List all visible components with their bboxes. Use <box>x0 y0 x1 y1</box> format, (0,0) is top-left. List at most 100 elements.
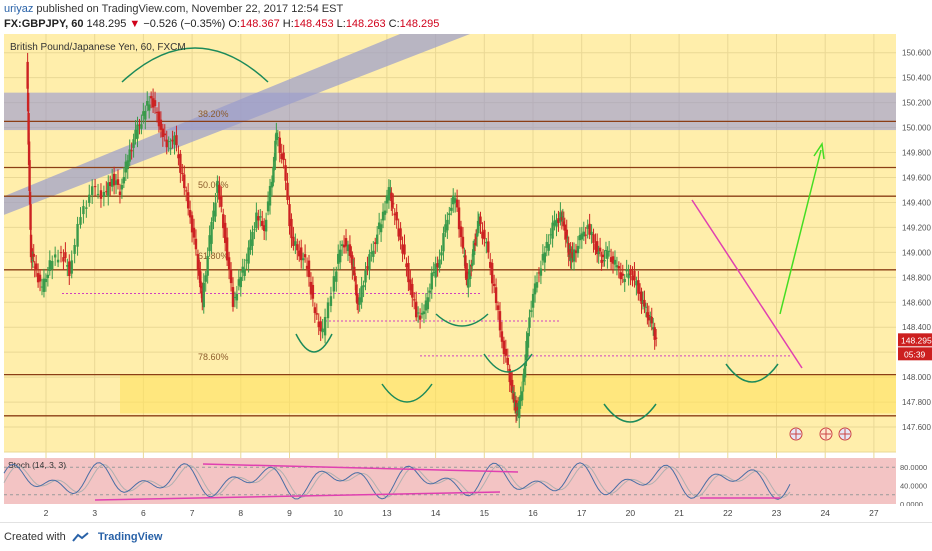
candle-body <box>571 252 574 258</box>
candle-body <box>112 173 116 186</box>
candle-body <box>62 257 65 262</box>
candle-body <box>444 224 447 233</box>
candle-body <box>483 229 486 240</box>
candle-body <box>607 250 611 252</box>
candle-body <box>338 249 342 263</box>
low-label: L: <box>336 18 346 30</box>
candle-body <box>629 269 632 276</box>
bottom-arc <box>381 383 433 403</box>
price-change: −0.526 (−0.35%) <box>143 18 226 30</box>
time-tick-label: 20 <box>626 508 636 518</box>
author-link[interactable]: uriyaz <box>4 3 34 15</box>
price-tick-label: 150.200 <box>902 99 931 108</box>
candle-body <box>225 237 229 261</box>
chart-canvas[interactable]: 38.20% 50.00% 61.80% 78.60% British Pound/J… <box>0 34 932 518</box>
candle-body <box>329 296 333 306</box>
price-tick-label: 149.800 <box>902 149 931 158</box>
candle-body <box>109 182 112 187</box>
candle-body <box>201 291 204 303</box>
stoch-background <box>4 458 896 504</box>
countdown-badge <box>898 347 932 361</box>
candle-body <box>346 244 350 252</box>
candle-body <box>644 306 648 308</box>
candle-body <box>434 263 437 278</box>
candle-body <box>188 209 192 218</box>
candle-body <box>360 286 363 303</box>
candle-body <box>136 124 139 139</box>
candle-body <box>551 222 554 239</box>
candle-body <box>615 265 619 268</box>
price-axis[interactable]: 147.600147.800148.000148.200148.400148.6… <box>896 34 932 508</box>
candle-body <box>525 340 528 361</box>
candle-body <box>51 260 54 270</box>
candle-body <box>600 259 603 263</box>
fib-label: 61.80% <box>198 251 229 261</box>
candle-body <box>416 312 420 314</box>
candle-body <box>588 223 591 235</box>
candle-body <box>370 252 373 254</box>
time-tick-label: 24 <box>820 508 830 518</box>
candle-body <box>31 259 34 261</box>
price-tick-label: 147.800 <box>902 398 931 407</box>
open-label: O: <box>228 18 240 30</box>
candle-body <box>450 207 453 211</box>
footer: Created with TradingView <box>0 522 932 551</box>
candle-body <box>253 229 256 231</box>
candle-body <box>237 279 241 286</box>
candle-body <box>516 406 520 411</box>
candle-body <box>292 236 295 246</box>
chart-header: uriyaz published on TradingView.com, Nov… <box>0 0 932 34</box>
candle-body <box>266 201 270 212</box>
candle-body <box>496 305 500 310</box>
bottom-arc <box>725 363 779 383</box>
candle-body <box>34 263 38 270</box>
symbol-ohlc-line: FX:GBPJPY, 60 148.295 ▼ −0.526 (−0.35%) … <box>4 18 439 30</box>
candle-body <box>594 243 597 250</box>
candle-body <box>294 241 297 246</box>
candle-body <box>355 285 358 296</box>
top-arc <box>121 47 269 83</box>
candle-body <box>282 152 285 161</box>
tradingview-brand[interactable]: TradingView <box>97 531 163 543</box>
candle-body <box>163 133 166 136</box>
candle-body <box>366 266 369 269</box>
candle-body <box>531 293 535 308</box>
candle-body <box>27 113 30 145</box>
candle-body <box>440 252 443 256</box>
candle-body <box>383 210 387 215</box>
time-axis[interactable]: 2 3 6 7 8 9 10 13 14 15 16 17 20 21 22 23 24 27 <box>0 506 932 518</box>
candle-body <box>586 225 589 229</box>
candle-body <box>627 273 630 279</box>
candle-body <box>474 237 478 239</box>
candle-body <box>142 111 145 116</box>
candle-body <box>251 231 254 246</box>
candle-body <box>399 228 402 241</box>
candle-body <box>654 337 658 339</box>
candle-body <box>259 216 262 218</box>
candle-body <box>609 257 613 262</box>
candle-body <box>315 313 318 315</box>
chart-area[interactable]: 38.20% 50.00% 61.80% 78.60% British Pound/J… <box>0 34 932 518</box>
last-price-badge <box>898 333 932 347</box>
fibonacci-labels: 38.20% 50.00% 61.80% 78.60% <box>198 109 229 362</box>
candle-body <box>637 280 640 294</box>
candle-body <box>523 362 527 378</box>
stoch-tick-label: 80.0000 <box>900 463 927 472</box>
price-tick-label: 149.400 <box>902 198 931 207</box>
candle-body <box>216 180 219 193</box>
time-axis-background <box>0 506 932 518</box>
open-value: 148.367 <box>239 18 280 30</box>
horizontal-levels <box>4 120 896 417</box>
candle-body <box>518 401 521 419</box>
candle-body <box>405 263 408 268</box>
candle-body <box>545 241 548 248</box>
candle-body <box>56 259 60 263</box>
candle-body <box>506 357 509 366</box>
candle-body <box>522 373 525 382</box>
stoch-divergence-line <box>94 491 501 501</box>
projection-arrow <box>779 149 822 315</box>
candle-body <box>222 214 225 229</box>
candle-body <box>340 244 344 247</box>
candle-body <box>79 217 82 225</box>
candle-body <box>559 212 562 222</box>
